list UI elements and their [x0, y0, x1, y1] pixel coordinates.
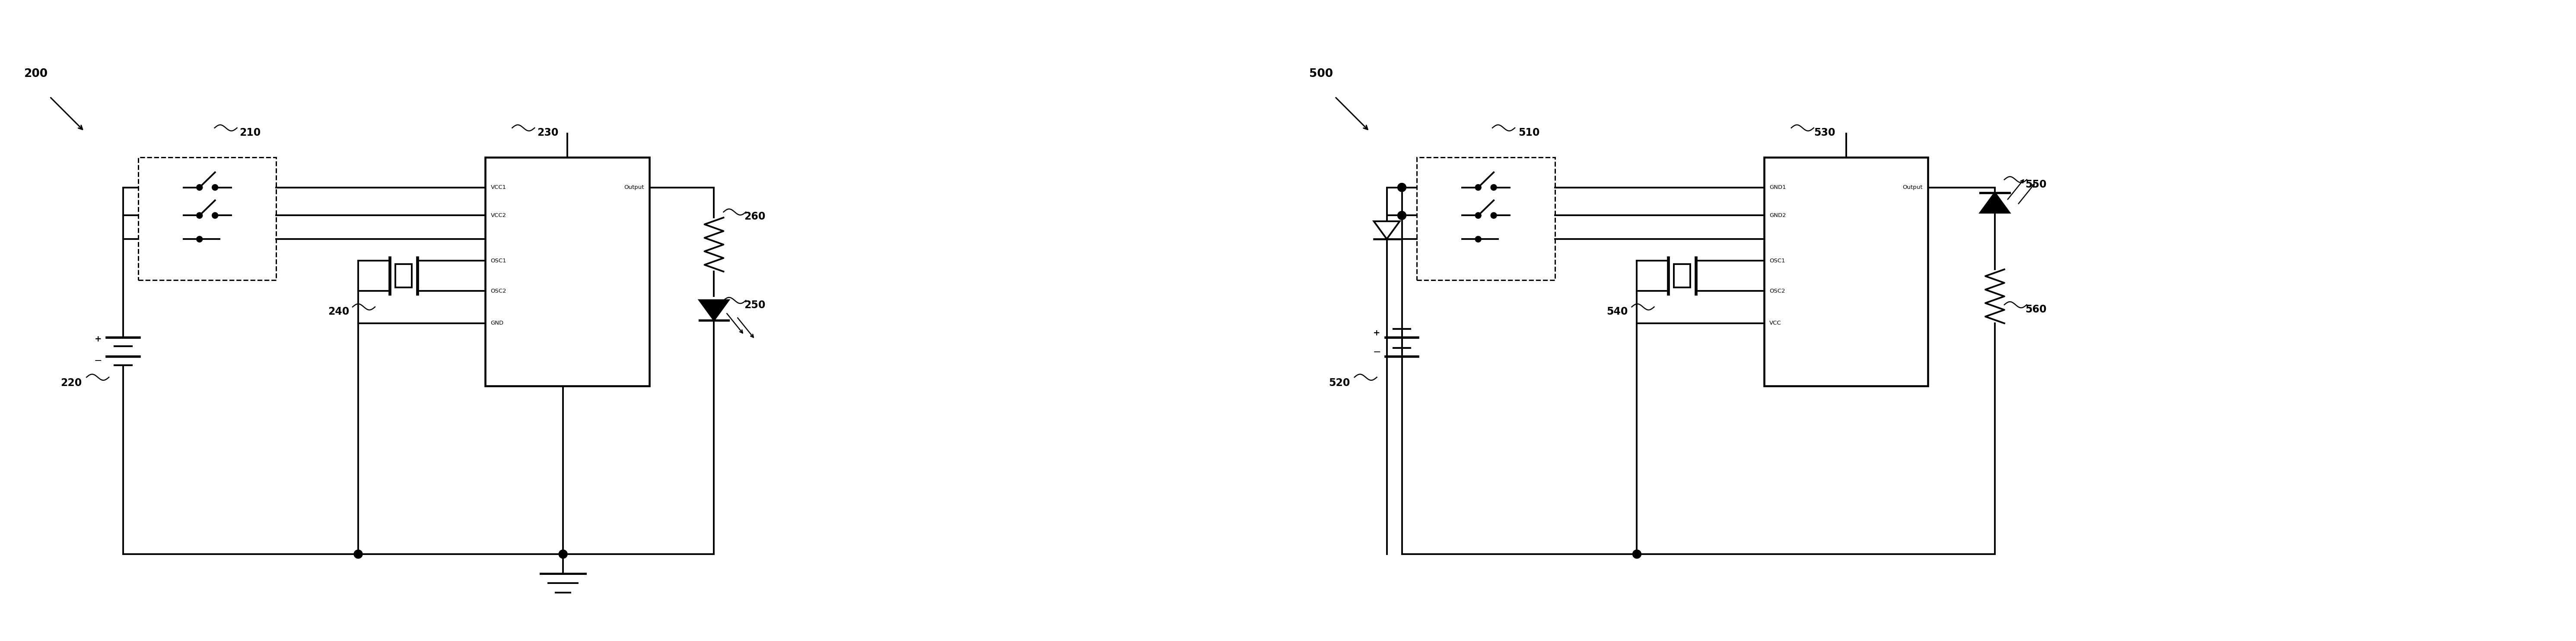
Circle shape: [1492, 185, 1497, 190]
Circle shape: [196, 185, 204, 190]
Bar: [1417, 157, 1556, 280]
Circle shape: [211, 212, 219, 219]
Text: Output: Output: [623, 185, 644, 190]
Circle shape: [1476, 212, 1481, 219]
Text: 230: 230: [538, 128, 559, 138]
Text: 530: 530: [1814, 128, 1834, 138]
Text: 550: 550: [2025, 179, 2045, 190]
Text: VCC2: VCC2: [489, 213, 507, 218]
Circle shape: [559, 550, 567, 558]
Polygon shape: [1981, 193, 2009, 213]
Text: 520: 520: [1329, 378, 1350, 388]
Text: OSC2: OSC2: [1770, 288, 1785, 294]
Text: OSC1: OSC1: [1770, 258, 1785, 263]
Circle shape: [1492, 212, 1497, 219]
Circle shape: [1399, 183, 1406, 192]
Text: 260: 260: [744, 212, 765, 222]
Text: VCC1: VCC1: [489, 185, 507, 190]
Text: 510: 510: [1517, 128, 1540, 138]
Text: 210: 210: [240, 128, 260, 138]
Circle shape: [1476, 185, 1481, 190]
Circle shape: [196, 236, 204, 242]
Polygon shape: [1373, 221, 1399, 239]
Circle shape: [1399, 211, 1406, 220]
Bar: [484, 157, 649, 386]
Text: −: −: [1373, 348, 1381, 356]
Bar: [1765, 157, 1927, 386]
Text: GND2: GND2: [1770, 213, 1785, 218]
Circle shape: [211, 185, 219, 190]
Circle shape: [1633, 550, 1641, 558]
Text: VCC: VCC: [1770, 320, 1780, 326]
Text: OSC2: OSC2: [489, 288, 507, 294]
Text: 200: 200: [23, 69, 49, 79]
Text: 250: 250: [744, 300, 765, 310]
Bar: [139, 157, 276, 280]
Polygon shape: [698, 300, 729, 320]
Circle shape: [196, 212, 204, 219]
Bar: [394, 264, 412, 288]
Text: +: +: [95, 335, 100, 344]
Bar: [1674, 264, 1690, 288]
Text: +: +: [1373, 329, 1381, 337]
Text: GND1: GND1: [1770, 185, 1785, 190]
Text: 540: 540: [1607, 306, 1628, 317]
Circle shape: [353, 550, 363, 558]
Text: 220: 220: [62, 378, 82, 388]
Text: Output: Output: [1904, 185, 1922, 190]
Text: −: −: [95, 356, 103, 365]
Text: 240: 240: [327, 306, 350, 317]
Text: 560: 560: [2025, 304, 2045, 315]
Text: GND: GND: [489, 320, 505, 326]
Circle shape: [1476, 236, 1481, 242]
Text: OSC1: OSC1: [489, 258, 507, 263]
Text: 500: 500: [1309, 69, 1332, 79]
